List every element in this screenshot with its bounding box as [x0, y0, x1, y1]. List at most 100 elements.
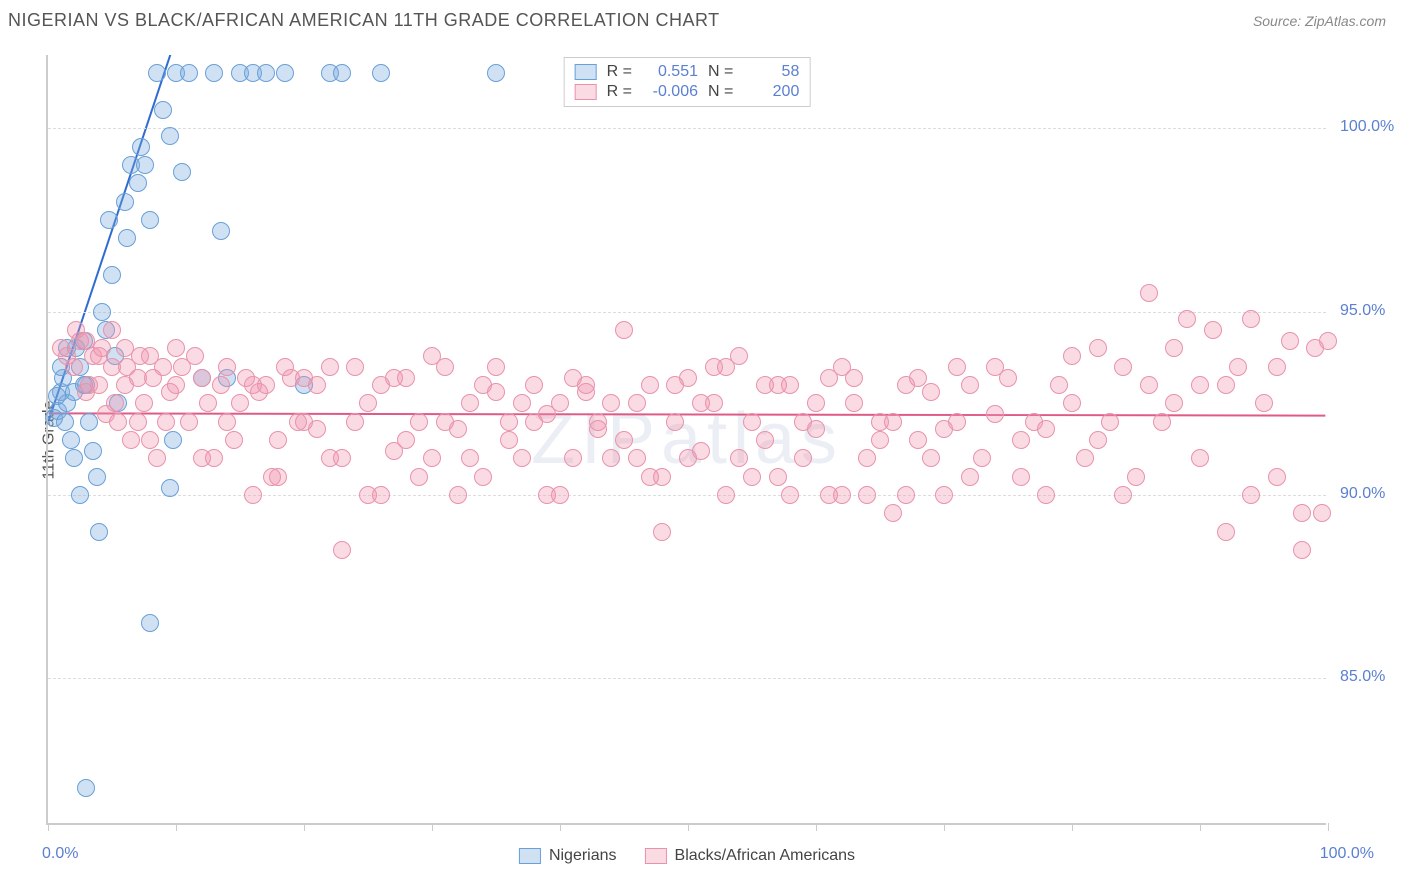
- data-point: [1229, 358, 1247, 376]
- data-point: [922, 449, 940, 467]
- data-point: [986, 405, 1004, 423]
- data-point: [909, 369, 927, 387]
- data-point: [80, 376, 98, 394]
- data-point: [1089, 431, 1107, 449]
- data-point: [129, 174, 147, 192]
- data-point: [845, 369, 863, 387]
- legend-label: Nigerians: [549, 847, 617, 865]
- data-point: [93, 303, 111, 321]
- stats-legend-row: R = 0.551 N = 58: [575, 62, 800, 82]
- data-point: [1089, 339, 1107, 357]
- data-point: [144, 369, 162, 387]
- data-point: [225, 431, 243, 449]
- x-axis-min-label: 0.0%: [42, 845, 78, 863]
- data-point: [56, 413, 74, 431]
- data-point: [333, 449, 351, 467]
- data-point: [423, 449, 441, 467]
- data-point: [666, 413, 684, 431]
- data-point: [65, 449, 83, 467]
- data-point: [474, 376, 492, 394]
- x-axis-max-label: 100.0%: [1320, 845, 1374, 863]
- data-point: [161, 479, 179, 497]
- data-point: [372, 486, 390, 504]
- data-point: [525, 413, 543, 431]
- data-point: [1255, 394, 1273, 412]
- data-point: [513, 449, 531, 467]
- data-point: [1268, 468, 1286, 486]
- r-label: R =: [607, 63, 632, 81]
- x-tick: [1328, 823, 1329, 831]
- data-point: [218, 413, 236, 431]
- data-point: [500, 413, 518, 431]
- data-point: [263, 468, 281, 486]
- data-point: [109, 413, 127, 431]
- data-point: [615, 431, 633, 449]
- data-point: [276, 358, 294, 376]
- data-point: [1140, 376, 1158, 394]
- data-point: [231, 394, 249, 412]
- data-point: [858, 486, 876, 504]
- data-point: [148, 64, 166, 82]
- data-point: [909, 431, 927, 449]
- data-point: [410, 468, 428, 486]
- data-point: [308, 420, 326, 438]
- data-point: [577, 383, 595, 401]
- data-point: [1153, 413, 1171, 431]
- gridline: [48, 678, 1326, 679]
- data-point: [973, 449, 991, 467]
- data-point: [845, 394, 863, 412]
- data-point: [423, 347, 441, 365]
- x-tick: [48, 823, 49, 831]
- data-point: [935, 420, 953, 438]
- data-point: [564, 449, 582, 467]
- r-value-nigerians: 0.551: [642, 63, 698, 81]
- data-point: [346, 358, 364, 376]
- data-point: [385, 369, 403, 387]
- data-point: [1242, 486, 1260, 504]
- data-point: [717, 358, 735, 376]
- data-point: [397, 431, 415, 449]
- chart-source: Source: ZipAtlas.com: [1253, 13, 1386, 29]
- chart-container: 11th Grade ZIPatlas R = 0.551 N = 58 R =…: [46, 55, 1396, 825]
- data-point: [90, 523, 108, 541]
- data-point: [167, 339, 185, 357]
- x-tick: [944, 823, 945, 831]
- data-point: [333, 541, 351, 559]
- data-point: [1012, 431, 1030, 449]
- data-point: [244, 486, 262, 504]
- data-point: [589, 413, 607, 431]
- data-point: [237, 369, 255, 387]
- data-point: [359, 394, 377, 412]
- data-point: [1037, 420, 1055, 438]
- data-point: [449, 486, 467, 504]
- data-point: [164, 431, 182, 449]
- x-tick: [1072, 823, 1073, 831]
- data-point: [1127, 468, 1145, 486]
- data-point: [1293, 504, 1311, 522]
- data-point: [186, 347, 204, 365]
- legend-swatch-blacks: [575, 84, 597, 100]
- data-point: [820, 486, 838, 504]
- legend-swatch-blacks: [645, 848, 667, 864]
- data-point: [135, 394, 153, 412]
- data-point: [276, 64, 294, 82]
- data-point: [653, 523, 671, 541]
- data-point: [154, 101, 172, 119]
- data-point: [641, 376, 659, 394]
- series-legend: Nigerians Blacks/African Americans: [519, 847, 855, 865]
- data-point: [884, 413, 902, 431]
- data-point: [62, 431, 80, 449]
- data-point: [769, 468, 787, 486]
- data-point: [461, 449, 479, 467]
- data-point: [167, 376, 185, 394]
- data-point: [141, 614, 159, 632]
- data-point: [986, 358, 1004, 376]
- chart-header: NIGERIAN VS BLACK/AFRICAN AMERICAN 11TH …: [0, 0, 1406, 36]
- gridline: [48, 312, 1326, 313]
- data-point: [666, 376, 684, 394]
- data-point: [103, 266, 121, 284]
- data-point: [199, 394, 217, 412]
- data-point: [116, 193, 134, 211]
- data-point: [93, 339, 111, 357]
- data-point: [1114, 486, 1132, 504]
